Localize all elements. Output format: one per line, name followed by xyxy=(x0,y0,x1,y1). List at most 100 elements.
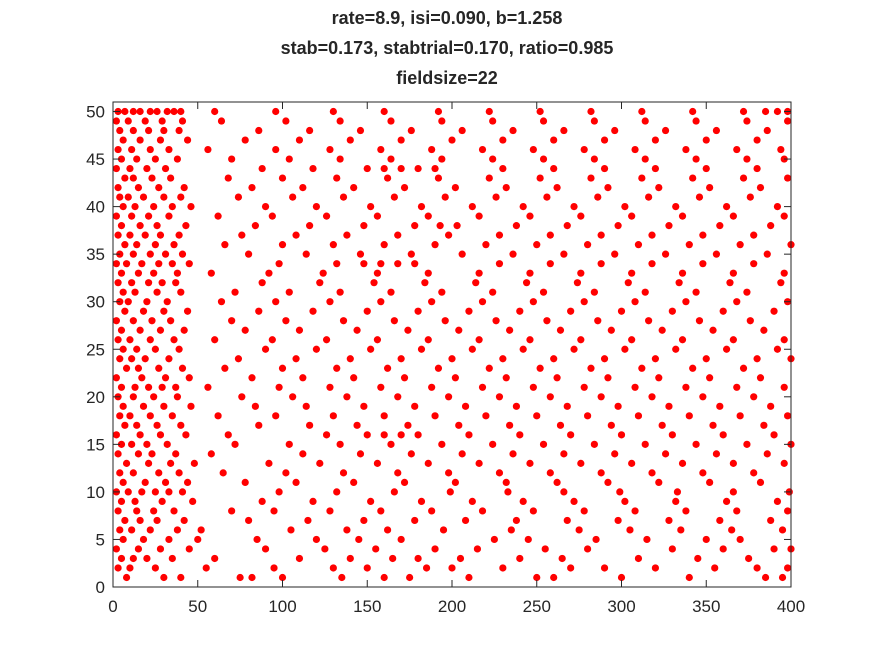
spike-marker xyxy=(719,307,727,315)
spike-marker xyxy=(694,554,702,563)
spike-marker xyxy=(170,241,178,249)
spike-marker xyxy=(182,431,190,439)
x-tick-label: 0 xyxy=(108,597,117,616)
spike-marker xyxy=(165,355,173,363)
spike-marker xyxy=(434,364,443,372)
spike-marker xyxy=(131,497,139,506)
spike-marker xyxy=(143,164,151,173)
spike-marker xyxy=(448,136,456,144)
spike-marker xyxy=(682,507,690,515)
spike-marker xyxy=(699,231,707,239)
spike-marker xyxy=(129,126,137,135)
spike-marker xyxy=(716,402,724,410)
spike-marker xyxy=(165,535,173,544)
spike-marker xyxy=(458,450,466,458)
spike-marker xyxy=(155,260,163,268)
spike-marker xyxy=(306,126,314,135)
spike-marker xyxy=(372,545,380,553)
spike-marker xyxy=(151,345,159,353)
spike-marker xyxy=(129,317,137,325)
spike-marker xyxy=(397,355,405,363)
spike-marker xyxy=(258,279,266,287)
spike-marker xyxy=(380,107,388,116)
spike-marker xyxy=(763,450,771,458)
y-tick-label: 10 xyxy=(86,483,105,502)
spike-marker xyxy=(394,231,402,239)
spike-marker xyxy=(490,535,498,544)
spike-marker xyxy=(478,507,487,515)
spike-marker xyxy=(336,288,344,296)
spike-marker xyxy=(292,231,300,239)
spike-marker xyxy=(158,279,166,287)
spike-marker xyxy=(363,564,371,572)
spike-marker xyxy=(643,535,651,544)
y-tick-label: 30 xyxy=(86,293,105,312)
spike-marker xyxy=(128,145,136,154)
spike-marker xyxy=(495,231,504,239)
spike-marker xyxy=(770,431,778,439)
spike-marker xyxy=(546,393,554,401)
spike-marker xyxy=(178,117,187,125)
spike-marker xyxy=(119,203,127,211)
spike-marker xyxy=(185,260,193,268)
spike-marker xyxy=(784,507,792,515)
spike-marker xyxy=(685,241,693,249)
spike-marker xyxy=(682,298,690,306)
spike-marker xyxy=(451,478,459,486)
y-tick-label: 35 xyxy=(86,245,105,264)
spike-marker xyxy=(136,326,144,334)
spike-marker xyxy=(156,326,165,334)
spike-marker xyxy=(202,564,210,572)
spike-marker xyxy=(394,469,402,477)
spike-marker xyxy=(712,450,721,458)
spike-marker xyxy=(719,545,727,553)
spike-marker xyxy=(121,241,129,249)
spike-marker xyxy=(504,488,512,496)
y-tick-label: 40 xyxy=(86,198,105,217)
spike-marker xyxy=(377,145,385,154)
spike-marker xyxy=(719,431,727,439)
spike-marker xyxy=(577,212,585,220)
spike-marker xyxy=(665,402,673,410)
spike-marker xyxy=(780,383,788,391)
spike-marker xyxy=(363,431,371,439)
spike-marker xyxy=(387,117,395,125)
spike-marker xyxy=(333,364,341,372)
spike-marker xyxy=(112,431,120,439)
spike-marker xyxy=(492,317,500,325)
spike-marker xyxy=(577,269,585,277)
spike-marker xyxy=(377,298,385,306)
spike-marker xyxy=(611,126,619,135)
spike-marker xyxy=(228,317,236,325)
x-tick-label: 50 xyxy=(188,597,207,616)
spike-marker xyxy=(773,107,782,116)
spike-marker xyxy=(438,155,446,163)
spike-marker xyxy=(161,478,170,486)
spike-marker xyxy=(448,355,456,363)
spike-marker xyxy=(312,535,320,544)
spike-marker xyxy=(265,459,273,467)
spike-marker xyxy=(709,421,717,429)
spike-marker xyxy=(126,336,134,344)
spike-marker xyxy=(112,374,120,382)
spike-marker xyxy=(119,478,127,486)
spike-marker xyxy=(746,193,754,201)
spike-marker xyxy=(136,107,144,116)
spike-marker xyxy=(692,288,700,296)
spike-marker xyxy=(556,421,565,429)
y-tick-label: 45 xyxy=(86,150,105,169)
spike-marker xyxy=(745,554,753,563)
spike-marker xyxy=(580,507,588,515)
spike-marker xyxy=(326,507,334,515)
spike-marker xyxy=(428,383,436,391)
spike-marker xyxy=(339,469,348,477)
spike-marker xyxy=(221,241,229,249)
spike-marker xyxy=(114,450,122,458)
spike-marker xyxy=(492,193,500,201)
spike-marker xyxy=(146,145,154,154)
spike-marker xyxy=(624,279,632,287)
spike-marker xyxy=(468,345,476,353)
spike-marker xyxy=(767,222,775,230)
spike-marker xyxy=(543,317,551,325)
spike-marker xyxy=(756,478,765,486)
